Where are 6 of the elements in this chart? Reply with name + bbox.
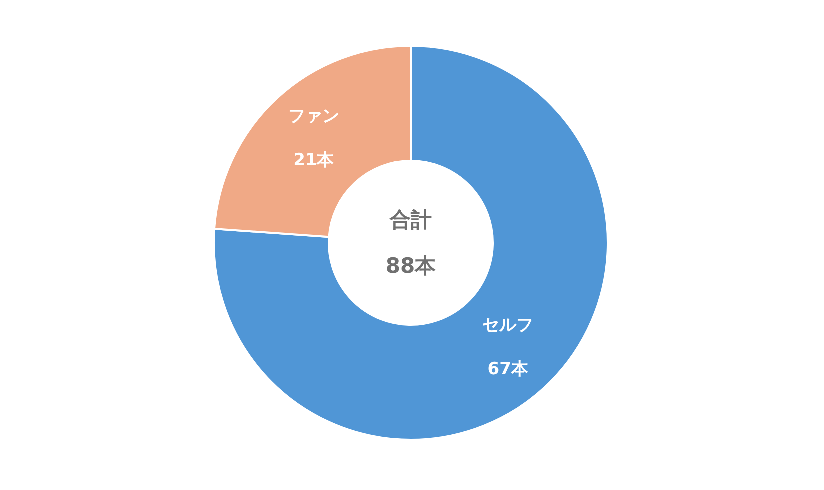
data-label: 21本 [294,150,336,171]
slice-label: セルフ [482,315,534,336]
text: 88本 [386,254,438,278]
data-label: 67本 [488,359,530,380]
slice-label: ファン [288,106,340,127]
text: 合計 [389,208,432,232]
